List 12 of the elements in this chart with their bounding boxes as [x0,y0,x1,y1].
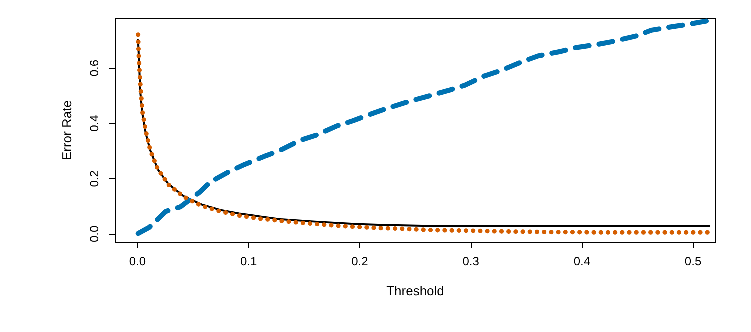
y-tick-label: 0.2 [88,170,102,188]
x-tick-label: 0.3 [462,254,480,268]
x-tick-label: 0.4 [574,254,591,268]
x-tick-label: 0.0 [129,254,146,268]
y-axis-title: Error Rate [60,100,74,160]
x-axis-title: Threshold [386,284,444,298]
y-tick-label: 0.6 [88,60,102,77]
x-tick-label: 0.5 [684,254,702,268]
y-tick-label: 0.4 [88,114,102,132]
x-tick-label: 0.2 [352,254,369,268]
x-tick-label: 0.1 [240,254,258,268]
y-tick-label: 0.0 [88,226,102,243]
